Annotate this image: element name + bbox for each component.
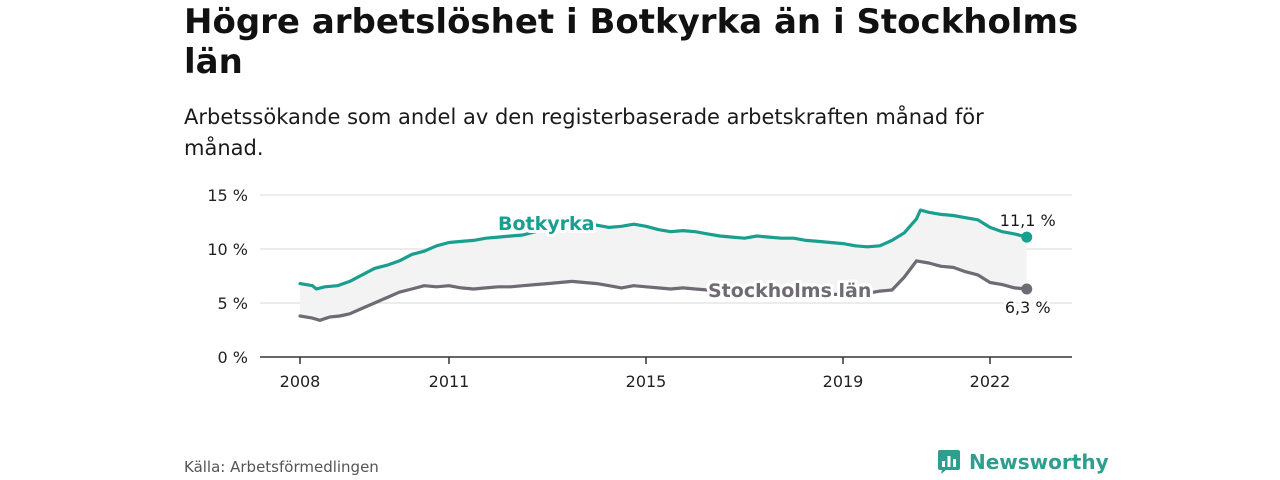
chart-subtitle: Arbetssökande som andel av den registerb…	[184, 105, 984, 160]
end-label-stockholms-lan-halo: 6,3 %	[1005, 298, 1051, 317]
y-tick-label: 15 %	[207, 186, 248, 205]
series-label-stockholms-lan: Stockholms län	[708, 280, 871, 302]
y-tick-label: 10 %	[207, 240, 248, 259]
y-tick-label: 5 %	[218, 294, 248, 313]
brand-logo[interactable]: Newsworthy	[937, 449, 1109, 475]
y-tick-label: 0 %	[218, 348, 248, 367]
x-axis-ticks: 2008 2011 2015 2019 2022	[280, 357, 1011, 391]
x-tick-label: 2011	[429, 372, 470, 391]
chart-container: 0 % 5 % 10 % 15 % 2008 2011 2015 2019 2022 Botk…	[184, 0, 1109, 480]
series-label-botkyrka: Botkyrka	[498, 213, 594, 235]
series-line-stockholms-lan	[298, 259, 1029, 322]
end-label-botkyrka-halo: 11,1 %	[1000, 211, 1056, 230]
x-tick-label: 2022	[970, 372, 1011, 391]
chart-title: Högre arbetslöshet i Botkyrka än i Stock…	[184, 2, 1079, 82]
end-label-stockholms-lan: 6,3 %	[1005, 298, 1051, 317]
x-tick-label: 2008	[280, 372, 321, 391]
newsworthy-chart-icon	[938, 450, 960, 474]
series-label-botkyrka-halo: Botkyrka	[498, 213, 594, 235]
x-tick-label: 2019	[823, 372, 864, 391]
y-axis-labels: 0 % 5 % 10 % 15 %	[207, 186, 248, 367]
source-note: Källa: Arbetsförmedlingen	[184, 458, 379, 476]
series-label-stockholms-lan-halo: Stockholms län	[708, 280, 871, 302]
line-chart: 0 % 5 % 10 % 15 % 2008 2011 2015 2019 2022 Botk…	[207, 186, 1072, 391]
end-label-botkyrka: 11,1 %	[1000, 211, 1056, 230]
brand-name: Newsworthy	[969, 450, 1109, 474]
end-marker-botkyrka	[1021, 231, 1033, 243]
x-tick-label: 2015	[626, 372, 667, 391]
end-marker-stockholms-lan	[1021, 283, 1033, 295]
series-line-botkyrka	[298, 208, 1029, 291]
series	[298, 208, 1033, 322]
difference-band	[300, 210, 1027, 321]
